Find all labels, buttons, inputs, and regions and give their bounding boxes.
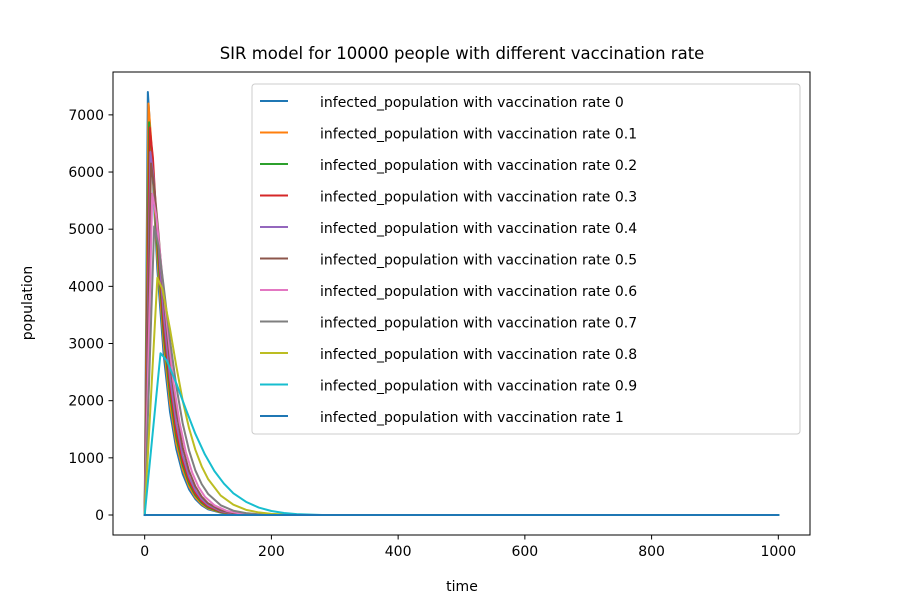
x-tick-label: 800 xyxy=(638,544,665,560)
y-tick-label: 3000 xyxy=(68,337,104,353)
legend-label: infected_population with vaccination rat… xyxy=(320,284,637,300)
y-tick-label: 7000 xyxy=(68,108,104,124)
y-tick-label: 0 xyxy=(95,508,104,524)
x-axis-ticks: 0 200 400 600 800 1000 xyxy=(140,535,796,560)
chart-title: SIR model for 10000 people with differen… xyxy=(220,44,705,63)
series-line-9 xyxy=(143,352,780,517)
x-tick-label: 400 xyxy=(385,544,412,560)
legend-label: infected_population with vaccination rat… xyxy=(320,127,637,143)
legend-label: infected_population with vaccination rat… xyxy=(320,95,624,111)
legend-label: infected_population with vaccination rat… xyxy=(320,158,637,174)
legend-label: infected_population with vaccination rat… xyxy=(320,253,637,269)
series-line-7 xyxy=(143,225,780,517)
y-tick-label: 5000 xyxy=(68,222,104,238)
legend-label: infected_population with vaccination rat… xyxy=(320,410,624,426)
y-tick-label: 4000 xyxy=(68,279,104,295)
y-axis-label: population xyxy=(20,266,36,341)
y-tick-label: 1000 xyxy=(68,451,104,467)
legend-label: infected_population with vaccination rat… xyxy=(320,316,637,332)
y-tick-label: 2000 xyxy=(68,394,104,410)
legend-label: infected_population with vaccination rat… xyxy=(320,379,637,395)
x-axis-label: time xyxy=(446,579,478,595)
series-layer xyxy=(143,91,780,517)
x-tick-label: 600 xyxy=(511,544,538,560)
x-tick-label: 1000 xyxy=(760,544,796,560)
y-axis-ticks: 0 1000 2000 3000 4000 5000 6000 7000 xyxy=(68,108,113,524)
legend-box xyxy=(251,83,801,435)
legend-label: infected_population with vaccination rat… xyxy=(320,347,637,363)
legend-label: infected_population with vaccination rat… xyxy=(320,221,637,237)
legend-label: infected_population with vaccination rat… xyxy=(320,190,637,206)
axes-frame xyxy=(112,71,811,536)
series-line-8 xyxy=(143,276,780,517)
x-tick-label: 200 xyxy=(258,544,285,560)
x-tick-label: 0 xyxy=(140,544,149,560)
plot-area xyxy=(112,71,811,536)
y-tick-label: 6000 xyxy=(68,165,104,181)
legend: infected_population with vaccination rat… xyxy=(251,83,801,435)
legend-items: infected_population with vaccination rat… xyxy=(260,95,637,426)
